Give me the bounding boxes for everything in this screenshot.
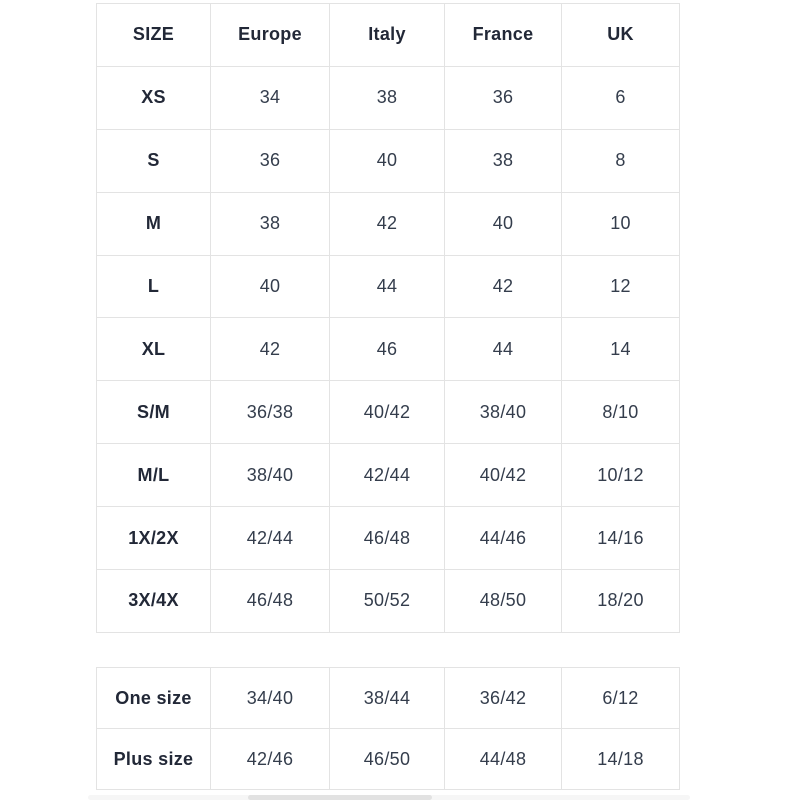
size-value: 38/44 [329,667,445,729]
horizontal-scrollbar-thumb[interactable] [248,795,432,800]
size-label: 3X/4X [96,569,211,633]
size-value: 36/38 [210,380,330,445]
size-value: 40/42 [444,443,562,508]
size-label: 1X/2X [96,506,211,571]
size-value: 8 [561,128,680,193]
table-row: 1X/2X 42/44 46/48 44/46 14/16 [96,506,680,571]
table-row: S/M 36/38 40/42 38/40 8/10 [96,380,680,445]
size-label: L [96,254,211,319]
size-value: 46/48 [329,506,445,571]
size-value: 36 [210,128,330,193]
size-value: 38 [210,191,330,256]
size-value: 42/46 [210,728,330,790]
size-value: 34/40 [210,667,330,729]
size-value: 14 [561,317,680,382]
column-header-europe: Europe [210,3,330,67]
size-value: 48/50 [444,569,562,633]
size-value: 12 [561,254,680,319]
size-value: 14/16 [561,506,680,571]
special-sizes-table-body: One size 34/40 38/44 36/42 6/12 Plus size 42/4… [96,667,680,790]
size-value: 6 [561,65,680,130]
size-label: M/L [96,443,211,508]
table-row: Plus size 42/46 46/50 44/48 14/18 [96,728,680,790]
size-value: 38/40 [210,443,330,508]
table-header: SIZE Europe Italy France UK [96,3,680,67]
table-row: XL 42 46 44 14 [96,317,680,382]
size-value: 42/44 [329,443,445,508]
size-value: 40 [210,254,330,319]
size-value: 40 [329,128,445,193]
size-value: 10 [561,191,680,256]
size-value: 38 [329,65,445,130]
size-value: 46/50 [329,728,445,790]
size-value: 44 [329,254,445,319]
size-label: S [96,128,211,193]
size-value: 38 [444,128,562,193]
size-value: 8/10 [561,380,680,445]
horizontal-scrollbar-track[interactable] [88,795,690,800]
size-label: XS [96,65,211,130]
column-header-uk: UK [561,3,680,67]
size-value: 40 [444,191,562,256]
size-value: 46/48 [210,569,330,633]
size-value: 10/12 [561,443,680,508]
table-row: M 38 42 40 10 [96,191,680,256]
size-conversion-table: SIZE Europe Italy France UK XS 34 38 36 6 S 36 40 38… [96,3,680,633]
column-header-size: SIZE [96,3,211,67]
size-value: 34 [210,65,330,130]
size-value: 42 [210,317,330,382]
size-value: 44 [444,317,562,382]
size-label: S/M [96,380,211,445]
table-row: One size 34/40 38/44 36/42 6/12 [96,667,680,729]
table-row: XS 34 38 36 6 [96,65,680,130]
size-value: 44/48 [444,728,562,790]
column-header-france: France [444,3,562,67]
size-value: 46 [329,317,445,382]
table-row: L 40 44 42 12 [96,254,680,319]
size-value: 36/42 [444,667,562,729]
size-value: 36 [444,65,562,130]
size-value: 38/40 [444,380,562,445]
size-label: One size [96,667,211,729]
table-row: S 36 40 38 8 [96,128,680,193]
table-row: 3X/4X 46/48 50/52 48/50 18/20 [96,569,680,633]
column-header-italy: Italy [329,3,445,67]
special-sizes-table: One size 34/40 38/44 36/42 6/12 Plus size 42/4… [96,667,680,790]
size-label: M [96,191,211,256]
size-value: 42 [444,254,562,319]
size-value: 42/44 [210,506,330,571]
size-value: 40/42 [329,380,445,445]
table-row: M/L 38/40 42/44 40/42 10/12 [96,443,680,508]
size-value: 44/46 [444,506,562,571]
size-value: 42 [329,191,445,256]
size-value: 6/12 [561,667,680,729]
header-row: SIZE Europe Italy France UK [96,3,680,67]
size-value: 14/18 [561,728,680,790]
size-label: Plus size [96,728,211,790]
table-body: XS 34 38 36 6 S 36 40 38 8 M 38 42 40 10 L 40 44 42 12 XL 42 4… [96,65,680,633]
size-label: XL [96,317,211,382]
size-value: 50/52 [329,569,445,633]
size-value: 18/20 [561,569,680,633]
